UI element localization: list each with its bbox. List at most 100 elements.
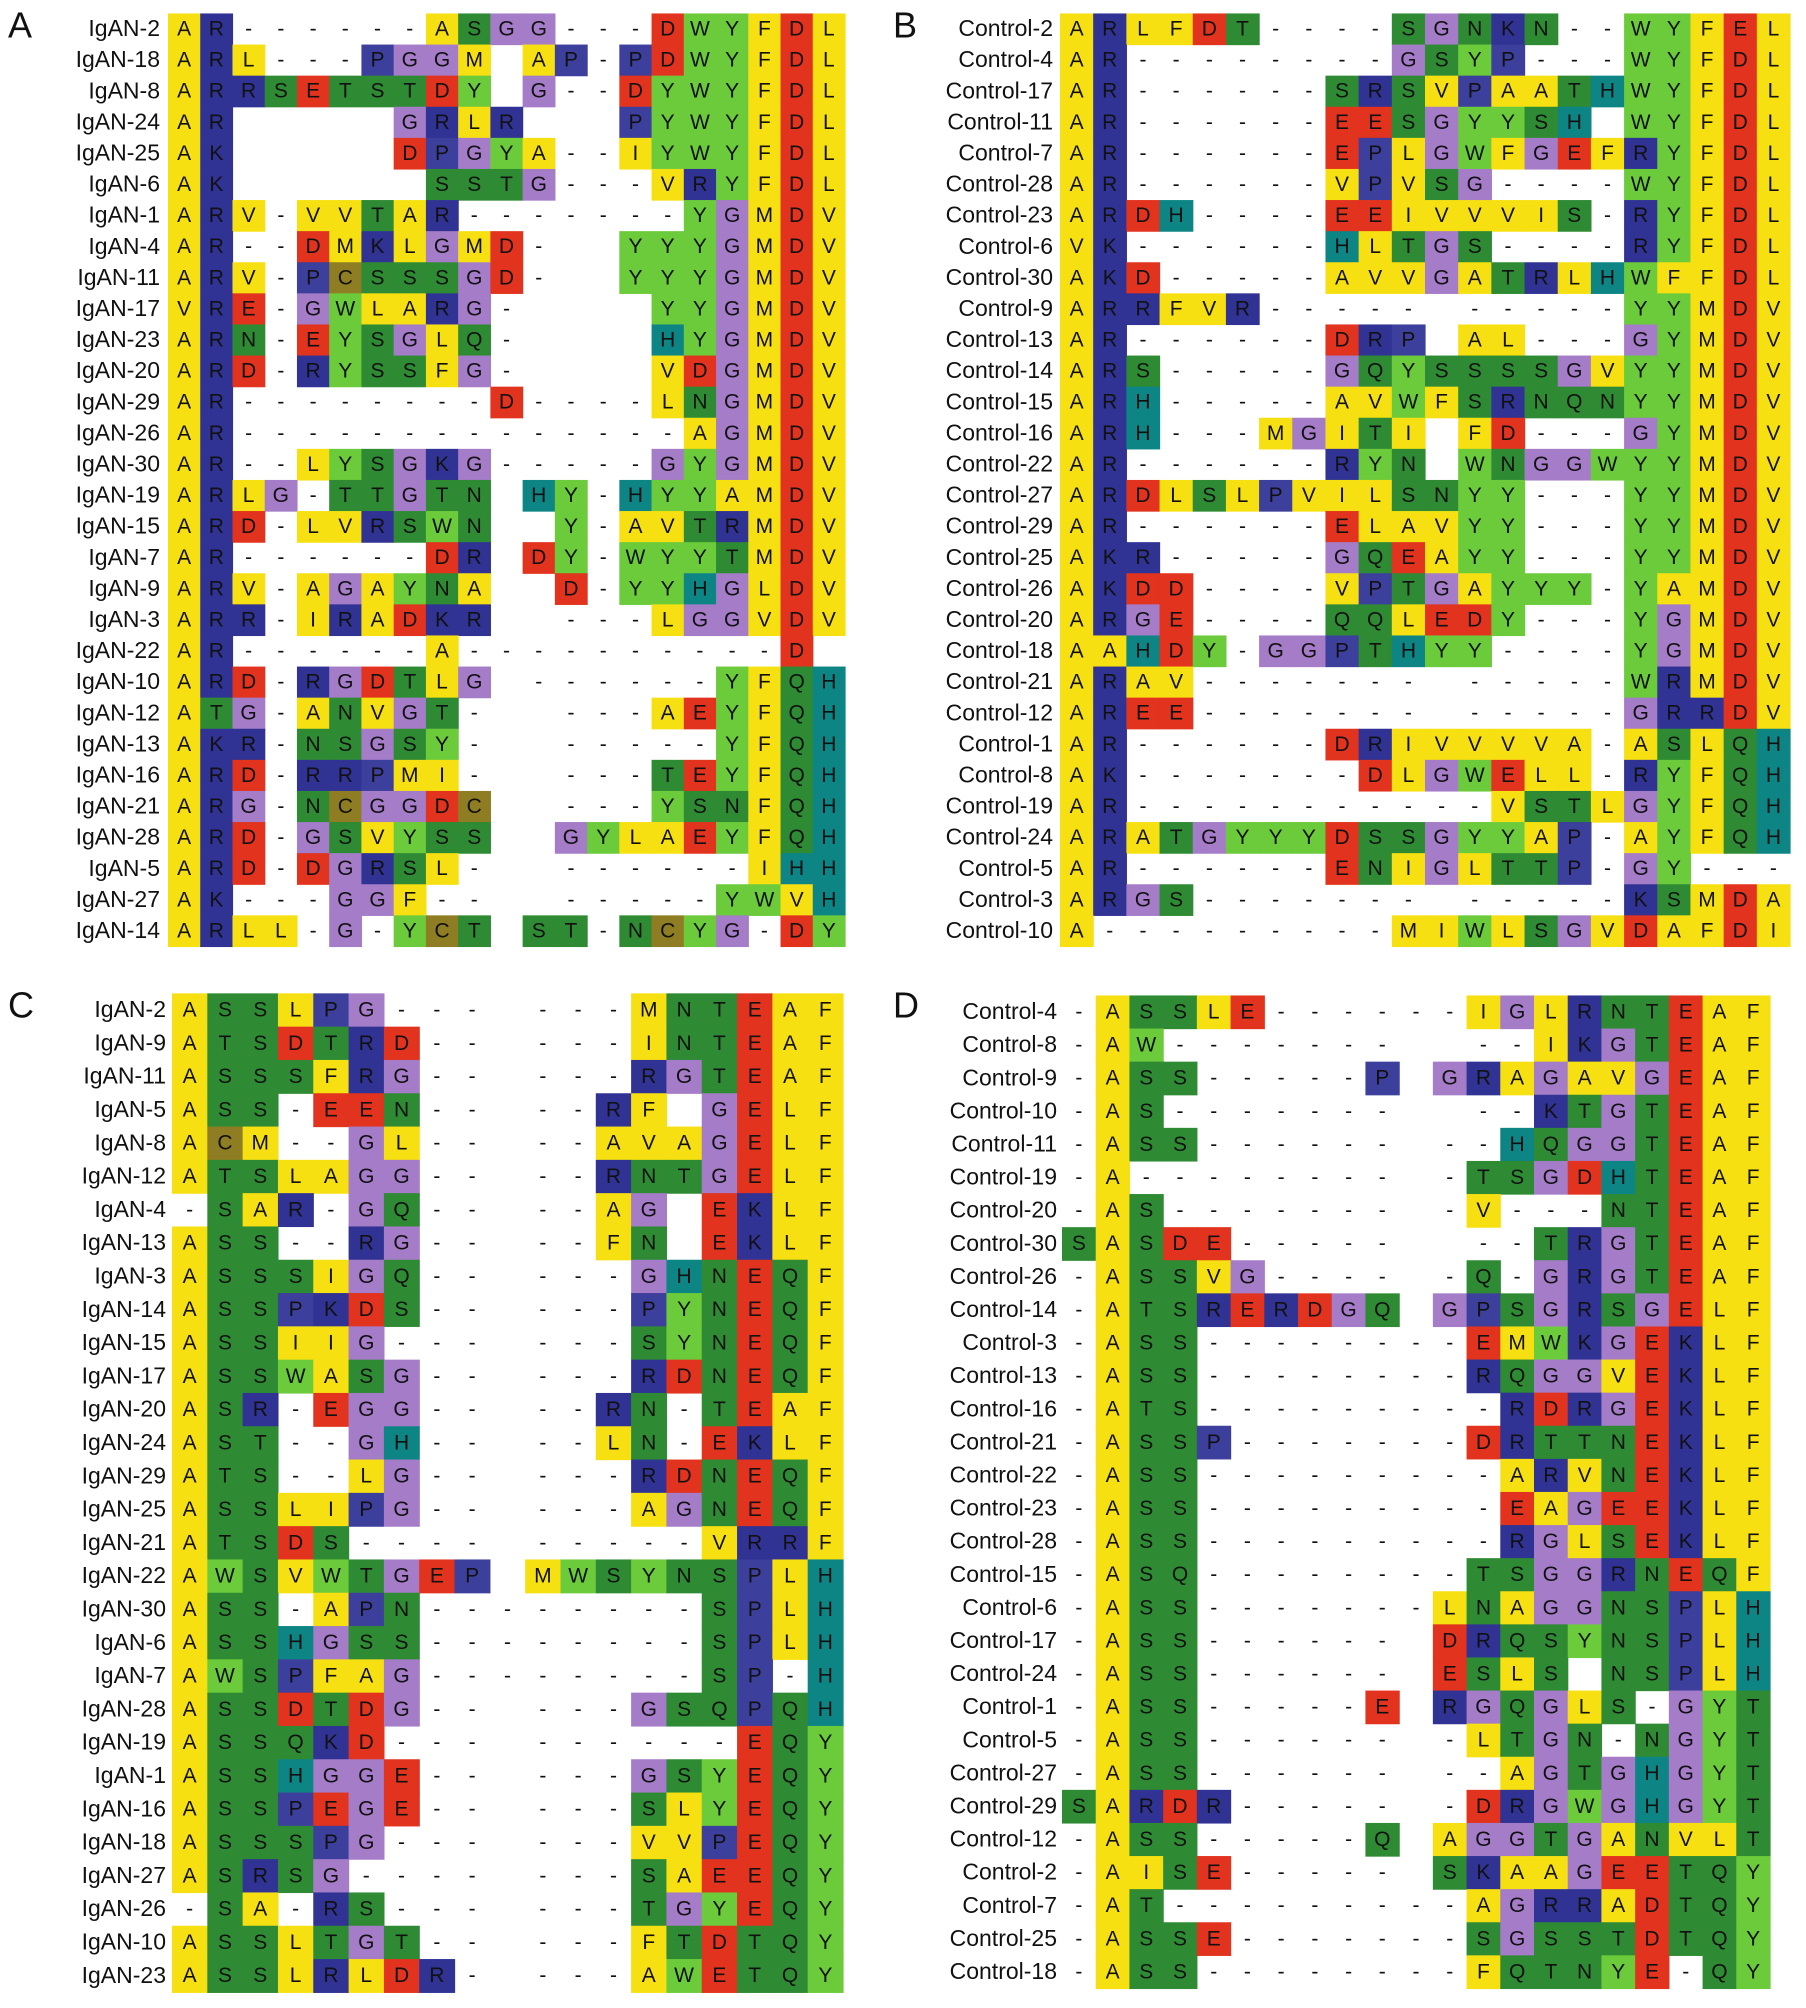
- residue-cell: [619, 137, 653, 170]
- residue: -: [433, 1698, 440, 1721]
- residue: -: [1305, 329, 1312, 352]
- residue: D: [1733, 608, 1748, 631]
- residue: G: [402, 49, 418, 72]
- residue: P: [748, 1698, 762, 1721]
- residue-cell: [651, 13, 685, 46]
- residue: -: [1446, 1431, 1453, 1454]
- residue: P: [712, 1831, 726, 1854]
- residue: P: [1679, 1596, 1693, 1619]
- residue-cell: [458, 293, 491, 326]
- residue: -: [433, 1764, 440, 1787]
- residue: -: [1311, 1828, 1318, 1851]
- residue: F: [1667, 266, 1680, 289]
- residue: F: [819, 1265, 832, 1288]
- residue: G: [1543, 1795, 1559, 1818]
- residue: A: [1611, 1828, 1625, 1851]
- residue: -: [245, 888, 252, 911]
- residue: P: [642, 1298, 656, 1321]
- residue: D: [1467, 608, 1482, 631]
- residue: S: [403, 733, 417, 756]
- residue-cell: [200, 231, 234, 263]
- residue: K: [1679, 1398, 1693, 1421]
- residue: G: [1433, 577, 1449, 600]
- residue: S: [1435, 173, 1449, 196]
- residue-cell: [619, 479, 653, 512]
- residue: R: [641, 1365, 656, 1388]
- residue-cell: [490, 137, 524, 170]
- residue-cell: [716, 137, 749, 170]
- row-label: Control-13: [950, 1362, 1057, 1388]
- residue: R: [1577, 1232, 1592, 1255]
- residue: -: [1311, 1265, 1318, 1288]
- residue: S: [1139, 1762, 1153, 1785]
- residue: S: [218, 1098, 232, 1121]
- residue: -: [1379, 1762, 1386, 1785]
- residue: -: [1305, 49, 1312, 72]
- residue: D: [692, 360, 707, 383]
- residue: G: [1678, 1696, 1694, 1719]
- residue: H: [1644, 1762, 1659, 1785]
- residue: H: [821, 764, 836, 787]
- residue: -: [406, 18, 413, 41]
- residue: -: [277, 733, 284, 756]
- residue: A: [1510, 1861, 1524, 1884]
- residue: S: [435, 266, 449, 289]
- residue: A: [661, 702, 675, 725]
- residue: Y: [693, 453, 707, 476]
- residue: V: [1401, 266, 1415, 289]
- residue: -: [292, 1098, 299, 1121]
- residue: Y: [725, 80, 739, 103]
- residue: -: [1604, 608, 1611, 631]
- residue: A: [183, 1332, 197, 1355]
- residue: -: [277, 49, 284, 72]
- residue: -: [1206, 515, 1213, 538]
- residue: R: [1102, 422, 1117, 445]
- residue: -: [1345, 1265, 1352, 1288]
- residue: F: [607, 1232, 620, 1255]
- residue: -: [1210, 1663, 1217, 1686]
- residue: W: [1465, 919, 1485, 942]
- residue: Q: [782, 1265, 798, 1288]
- residue: C: [338, 266, 353, 289]
- residue-cell: [361, 355, 395, 388]
- residue: F: [1701, 49, 1714, 72]
- residue-cell: [393, 44, 427, 77]
- residue: G: [724, 204, 740, 227]
- residue: S: [1139, 1563, 1153, 1586]
- residue: -: [469, 1465, 476, 1488]
- residue: S: [218, 1731, 232, 1754]
- residue-cell: [522, 479, 556, 512]
- residue: G: [1543, 1563, 1559, 1586]
- residue: -: [575, 1531, 582, 1554]
- row-label: Control-16: [946, 419, 1053, 445]
- residue: S: [218, 1298, 232, 1321]
- residue: -: [1446, 1464, 1453, 1487]
- residue: -: [1571, 546, 1578, 569]
- residue-cell: [490, 262, 524, 294]
- residue: -: [1210, 1828, 1217, 1851]
- residue: -: [1177, 1034, 1184, 1057]
- residue: H: [1510, 1133, 1525, 1156]
- residue: G: [358, 1132, 374, 1155]
- residue: D: [241, 515, 256, 538]
- residue: A: [1468, 577, 1482, 600]
- residue: R: [1368, 80, 1383, 103]
- residue: R: [1102, 795, 1117, 818]
- residue: -: [1075, 1629, 1082, 1652]
- residue: S: [253, 1665, 267, 1688]
- residue: E: [1679, 1133, 1693, 1156]
- residue: -: [277, 329, 284, 352]
- residue: L: [1137, 18, 1149, 41]
- residue: L: [823, 173, 835, 196]
- residue: R: [359, 1032, 374, 1055]
- residue-cell: [458, 511, 491, 543]
- residue: R: [1102, 515, 1117, 538]
- residue-cell: [458, 355, 491, 388]
- residue: G: [711, 1098, 727, 1121]
- residue: A: [1106, 1034, 1120, 1057]
- residue: Q: [1566, 391, 1582, 414]
- residue: G: [393, 1565, 409, 1588]
- residue: G: [711, 1132, 727, 1155]
- residue-cell: [490, 168, 524, 201]
- residue: I: [328, 1498, 334, 1521]
